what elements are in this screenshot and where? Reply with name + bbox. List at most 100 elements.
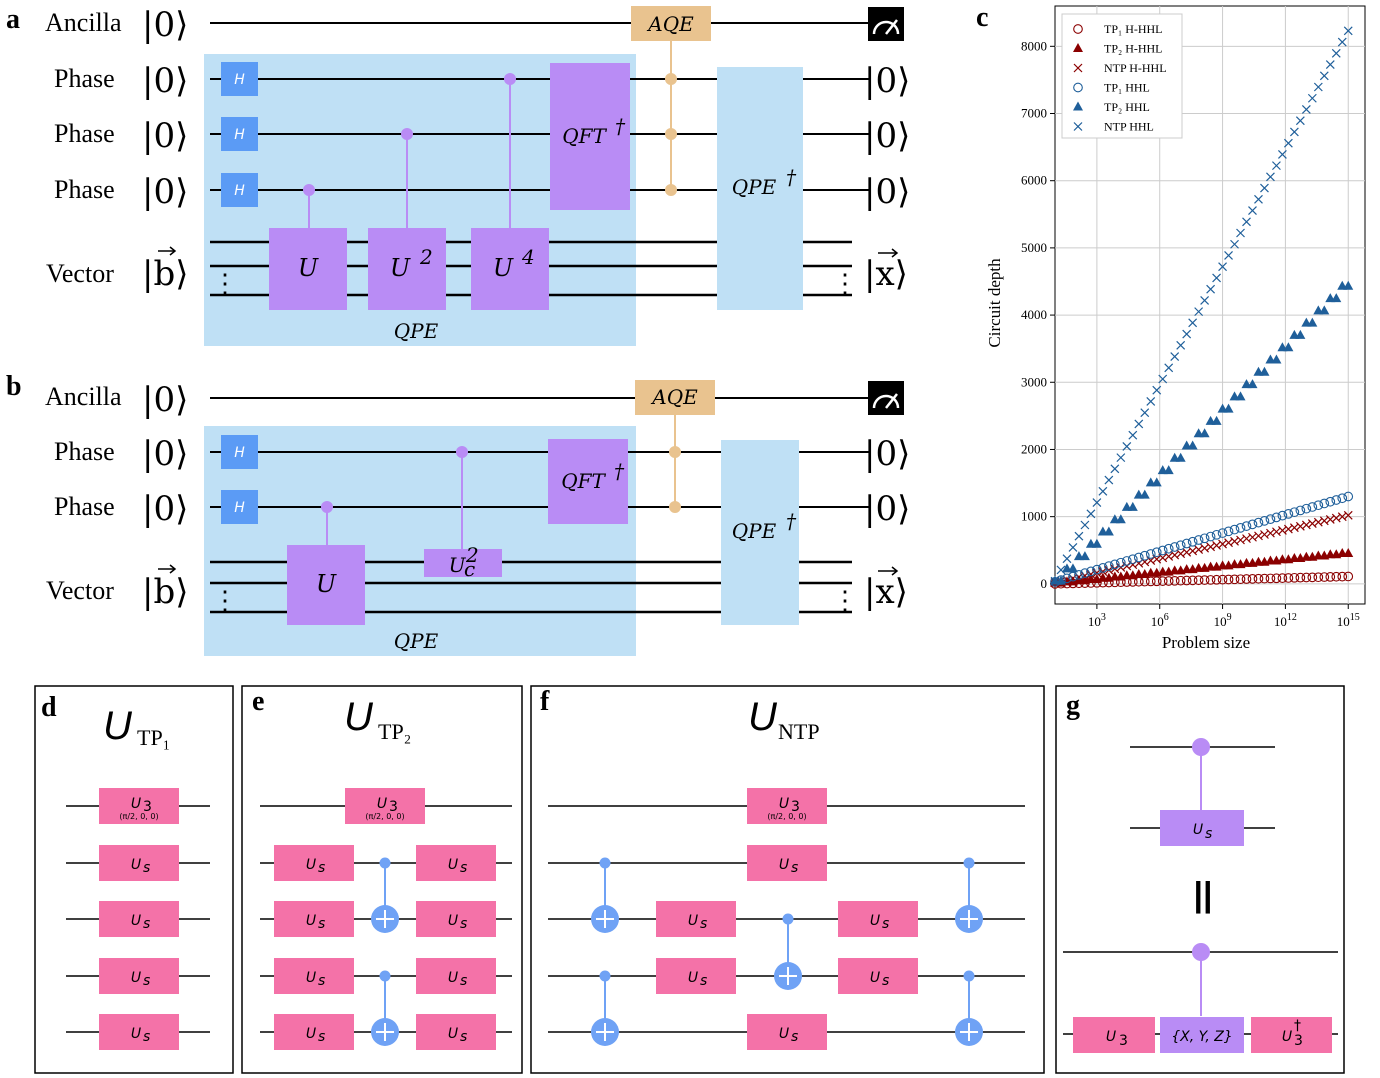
legend-marker-4	[1073, 101, 1083, 111]
vdots-b-in: ⋮	[212, 586, 238, 615]
data-point	[1223, 526, 1234, 537]
control-dot	[963, 970, 975, 982]
svg-text:s: s	[1205, 826, 1212, 842]
data-point	[1067, 563, 1078, 573]
cnot-gate	[955, 970, 983, 1046]
ket-out-b-1: |0⟩	[864, 434, 910, 474]
data-point	[1242, 217, 1251, 227]
cnot-gate	[774, 913, 802, 990]
panel-label-d: d	[41, 692, 57, 723]
chart-grid	[1055, 6, 1365, 604]
x-tick-label: 1012	[1274, 612, 1297, 629]
data-point	[1146, 397, 1156, 406]
data-point	[1074, 531, 1084, 541]
control-dot	[379, 970, 391, 982]
data-point	[1194, 307, 1204, 317]
data-point	[1259, 516, 1270, 526]
y-ticks: 0 1000 2000 3000 4000 5000 6000 7000 8000	[1021, 38, 1055, 591]
data-point	[1331, 571, 1342, 582]
u3-gate: U 3(π/2, 0, 0)	[99, 788, 179, 824]
data-point	[1134, 419, 1144, 429]
svg-text:s: s	[143, 860, 150, 876]
qpe-label-a: QPE	[394, 319, 439, 343]
qpe-label-b: QPE	[394, 629, 439, 653]
svg-text:U: U	[131, 1026, 141, 1042]
label-vector-a: Vector	[46, 259, 114, 288]
svg-text:AQE: AQE	[650, 385, 698, 409]
svg-text:3: 3	[389, 799, 398, 815]
svg-text:s: s	[143, 1029, 150, 1045]
svg-text:U: U	[779, 1026, 789, 1042]
svg-text:U: U	[779, 857, 789, 873]
aqe-gate-a: AQE	[631, 6, 711, 41]
svg-text:U: U	[1193, 822, 1203, 838]
data-point	[1253, 573, 1264, 584]
data-point	[1260, 183, 1269, 193]
label-phase-a-2: Phase	[54, 119, 115, 148]
data-point	[1092, 564, 1102, 575]
y-axis-label: Circuit depth	[985, 258, 1004, 348]
data-point	[1266, 172, 1275, 182]
data-point	[1331, 495, 1342, 505]
data-point	[1211, 574, 1222, 585]
data-point	[1343, 571, 1354, 582]
svg-text:U: U	[306, 1026, 316, 1042]
data-point	[1187, 536, 1198, 547]
data-point	[1301, 503, 1312, 514]
svg-text:2: 2	[419, 245, 433, 269]
svg-text:3: 3	[1294, 1033, 1303, 1049]
panel-label-b: b	[6, 371, 22, 402]
data-point	[1277, 149, 1287, 159]
svg-text:U: U	[298, 254, 319, 282]
panel-f: f U NTP U 3(π/2, 0, 0)U sU sU sU sU sU s	[530, 685, 1045, 1074]
data-point	[1211, 529, 1222, 540]
data-point	[1247, 379, 1258, 389]
y-tick-label: 0	[1041, 576, 1048, 591]
svg-text:s: s	[460, 1029, 467, 1045]
data-point	[1283, 138, 1293, 148]
data-point	[1139, 550, 1150, 561]
data-point	[1152, 385, 1162, 395]
svg-text:QFT: QFT	[561, 469, 606, 493]
data-point	[1145, 549, 1156, 559]
u-gate-a: U	[269, 228, 347, 310]
x-axis-label: Problem size	[1162, 633, 1250, 652]
ket-x-a: |x⟩	[864, 254, 908, 294]
data-point	[1343, 491, 1354, 502]
svg-text:s: s	[700, 916, 707, 932]
control-dot-u-a	[303, 184, 315, 196]
svg-text:c: c	[464, 557, 475, 581]
panel-label-c: c	[976, 2, 988, 33]
data-point	[1319, 498, 1330, 509]
data-point	[1295, 329, 1306, 339]
svg-text:U: U	[131, 857, 141, 873]
control-dot-u4-a	[504, 73, 516, 85]
data-point	[1229, 524, 1240, 535]
svg-text:U: U	[870, 970, 880, 986]
data-point	[1295, 505, 1306, 516]
svg-text:2: 2	[465, 543, 479, 567]
svg-text:QPE: QPE	[732, 175, 777, 199]
cnot-gate	[371, 857, 399, 933]
data-point	[1098, 486, 1108, 496]
data-point	[1163, 543, 1174, 554]
label-phase-b-2: Phase	[54, 492, 115, 521]
data-point	[1200, 295, 1210, 305]
svg-text:†: †	[786, 509, 797, 533]
svg-text:{X, Y, Z}: {X, Y, Z}	[1171, 1029, 1233, 1045]
control-dot-g-bottom	[1192, 943, 1210, 961]
svg-text:†: †	[615, 114, 626, 138]
data-point	[1145, 576, 1156, 587]
data-point	[1175, 540, 1186, 551]
x-tick-label: 1015	[1337, 612, 1360, 629]
svg-text:H: H	[234, 183, 245, 199]
panel-f-frame	[530, 685, 1045, 1074]
